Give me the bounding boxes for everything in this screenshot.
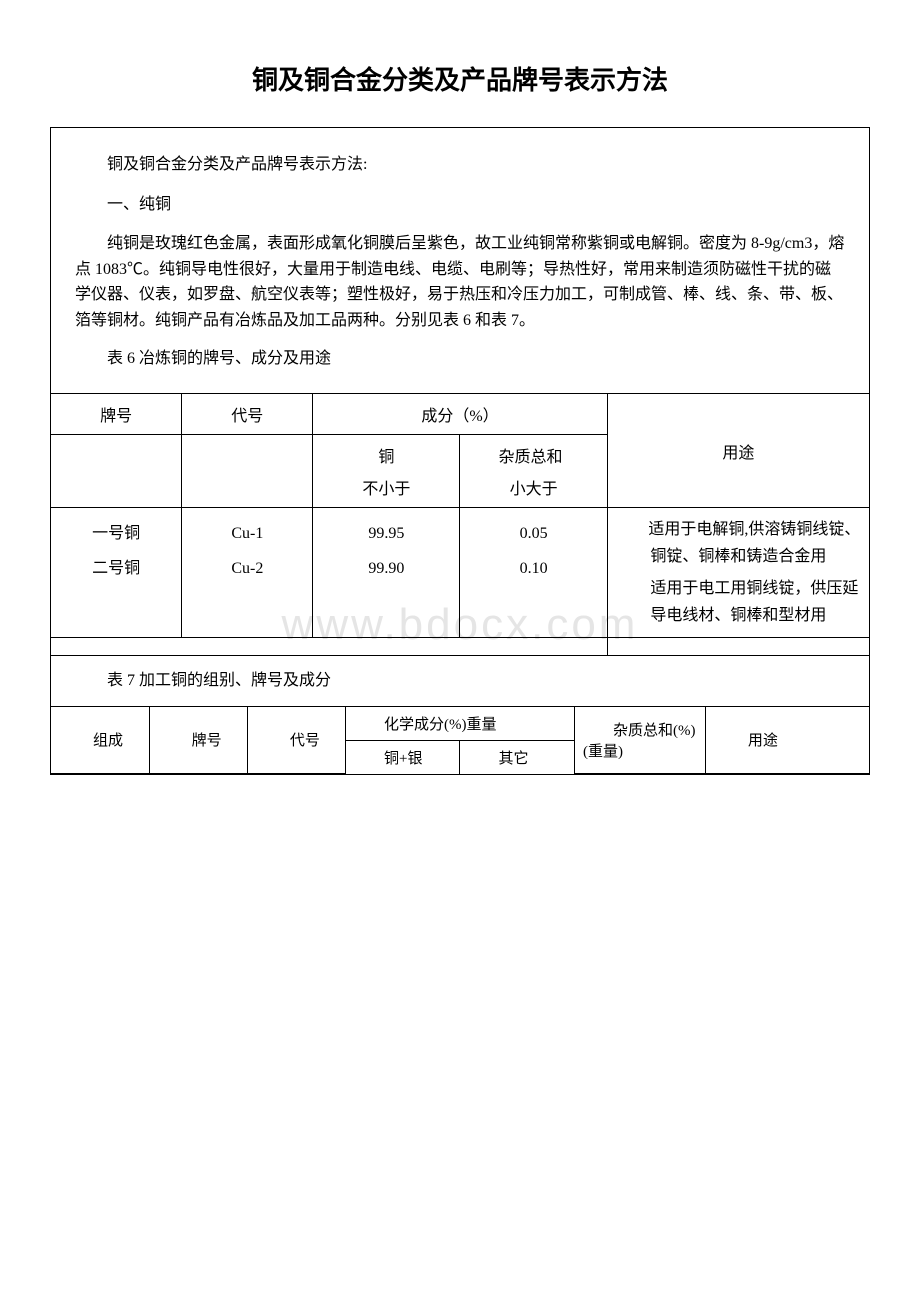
t6-imp: 0.05 0.10	[460, 508, 607, 638]
table7: 组成 牌号 代号 化学成分(%)重量 杂质总和(%)(重量) 用途 铜+银 其它	[51, 706, 869, 775]
t6-r0-cu: 99.95	[319, 516, 453, 551]
t6-h-component-group: 成分（%）	[313, 394, 607, 435]
t6-h-imp-l1: 杂质总和	[499, 449, 563, 466]
t6-h-code: 代号	[182, 394, 313, 435]
t7-h-brand: 牌号	[149, 706, 247, 774]
section1-body: 纯铜是玫瑰红色金属，表面形成氧化铜膜后呈紫色，故工业纯铜常称紫铜或电解铜。密度为…	[75, 231, 845, 333]
t6-h-use: 用途	[607, 394, 869, 508]
table6-caption: 表 6 冶炼铜的牌号、成分及用途	[75, 346, 845, 372]
main-frame: 铜及铜合金分类及产品牌号表示方法: 一、纯铜 纯铜是玫瑰红色金属，表面形成氧化铜…	[50, 127, 870, 775]
table6-empty-row	[51, 637, 869, 655]
t7-h-group: 组成	[51, 706, 149, 774]
t7-h-code: 代号	[247, 706, 345, 774]
t6-h-cu-l2: 不小于	[319, 475, 453, 499]
t6-h-imp-l2: 小大于	[466, 475, 600, 499]
page-content: 铜及铜合金分类及产品牌号表示方法 铜及铜合金分类及产品牌号表示方法: 一、纯铜 …	[50, 60, 870, 775]
t6-r1-name: 二号铜	[57, 551, 175, 586]
page-title: 铜及铜合金分类及产品牌号表示方法	[50, 60, 870, 97]
t6-r0-imp: 0.05	[466, 516, 600, 551]
t7-h-cuag: 铜+银	[345, 740, 460, 774]
table6-header-row1: 牌号 代号 成分（%） 用途	[51, 394, 869, 435]
t7-h-imp: 杂质总和(%)(重量)	[575, 706, 706, 774]
t6-use1: 适用于电解铜,供溶铸铜线锭、铜锭、铜棒和铸造合金用	[614, 516, 863, 570]
t6-h-imp: 杂质总和 小大于	[460, 435, 607, 508]
table7-caption: 表 7 加工铜的组别、牌号及成分	[75, 668, 845, 694]
t6-h-empty1	[51, 435, 182, 508]
intro-block: 铜及铜合金分类及产品牌号表示方法: 一、纯铜 纯铜是玫瑰红色金属，表面形成氧化铜…	[51, 128, 869, 393]
t6-use: 适用于电解铜,供溶铸铜线锭、铜锭、铜棒和铸造合金用 适用于电工用铜线锭，供压延导…	[607, 508, 869, 638]
t6-h-empty2	[182, 435, 313, 508]
t6-r1-imp: 0.10	[466, 551, 600, 586]
table6-data-row: 一号铜 二号铜 Cu-1 Cu-2 99.95 99.90 0.05 0.10 …	[51, 508, 869, 638]
t6-names: 一号铜 二号铜	[51, 508, 182, 638]
section1-heading: 一、纯铜	[75, 192, 845, 218]
t6-h-cu: 铜 不小于	[313, 435, 460, 508]
t6-cu: 99.95 99.90	[313, 508, 460, 638]
t6-h-name: 牌号	[51, 394, 182, 435]
table7-header-row1: 组成 牌号 代号 化学成分(%)重量 杂质总和(%)(重量) 用途	[51, 706, 869, 740]
t6-r1-code: Cu-2	[188, 551, 306, 586]
t6-use2: 适用于电工用铜线锭，供压延导电线材、铜棒和型材用	[614, 575, 863, 629]
t7-h-other: 其它	[460, 740, 575, 774]
t6-empty-right	[607, 637, 869, 655]
t7-h-use: 用途	[705, 706, 869, 774]
t6-h-cu-l1: 铜	[319, 443, 453, 467]
t6-empty-left	[51, 637, 607, 655]
t6-r1-cu: 99.90	[319, 551, 453, 586]
table6: 牌号 代号 成分（%） 用途 铜 不小于 杂质总和 小大于	[51, 393, 869, 656]
table7-caption-block: 表 7 加工铜的组别、牌号及成分	[51, 656, 869, 706]
t6-r0-code: Cu-1	[188, 516, 306, 551]
t6-r0-name: 一号铜	[57, 516, 175, 551]
subtitle-line: 铜及铜合金分类及产品牌号表示方法:	[75, 152, 845, 178]
t6-codes: Cu-1 Cu-2	[182, 508, 313, 638]
t7-h-chem-group: 化学成分(%)重量	[345, 706, 574, 740]
